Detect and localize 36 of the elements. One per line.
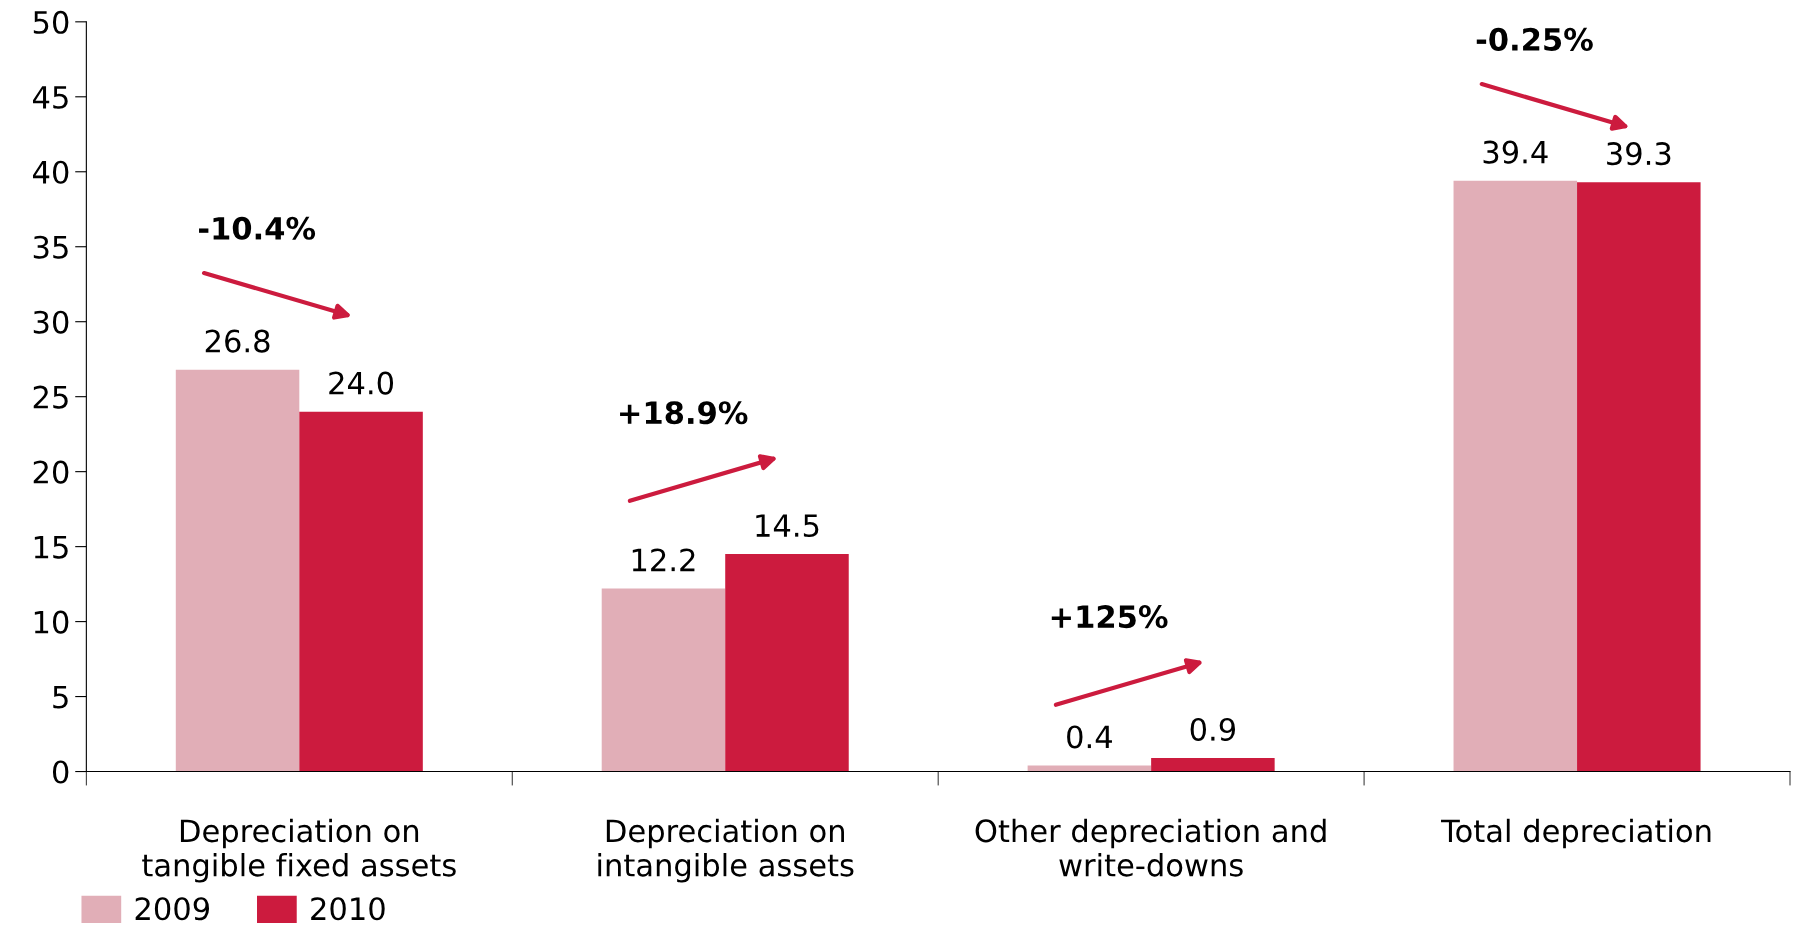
legend-label: 2009 — [135, 897, 210, 921]
y-tick-label: 40 — [32, 160, 69, 184]
x-tick-label: Total depreciation — [1441, 818, 1711, 849]
bar — [1453, 180, 1578, 772]
bar — [1577, 182, 1701, 772]
annotation: -10.4% — [199, 216, 316, 240]
data-label: 12.2 — [632, 548, 695, 572]
y-tick-label: 50 — [33, 10, 69, 34]
y-tick-label: 0 — [52, 760, 69, 784]
annotation: +125% — [1051, 605, 1168, 629]
annotation: +18.9% — [620, 401, 748, 425]
data-label: 24.0 — [329, 371, 394, 395]
y-tick-label: 15 — [34, 535, 68, 559]
data-label: 14.5 — [756, 514, 819, 538]
x-tick-label: Depreciation on intangible assets — [598, 818, 854, 883]
data-label: 0.4 — [1067, 725, 1112, 749]
data-label: 0.9 — [1190, 717, 1236, 742]
bar — [725, 554, 849, 772]
data-label: 39.4 — [1483, 140, 1548, 164]
legend-label: 2010 — [311, 897, 385, 921]
y-tick-label: 45 — [32, 86, 68, 109]
y-tick-label: 5 — [53, 685, 68, 709]
data-label: 26.8 — [205, 329, 270, 353]
x-tick-label: Other depreciation and write-downs — [975, 818, 1326, 877]
annotation: -0.25% — [1476, 27, 1593, 51]
bar — [1151, 758, 1275, 772]
bar — [175, 369, 300, 772]
y-tick-label: 10 — [34, 610, 69, 634]
y-tick-label: 35 — [33, 235, 68, 259]
bar — [299, 411, 423, 772]
y-tick-label: 20 — [33, 460, 69, 484]
bar — [601, 588, 726, 772]
data-label: 39.3 — [1607, 142, 1671, 166]
y-tick-label: 30 — [33, 310, 69, 334]
x-tick-label: Depreciation on tangible fixed assets — [142, 818, 456, 883]
y-tick-label: 25 — [33, 385, 68, 409]
